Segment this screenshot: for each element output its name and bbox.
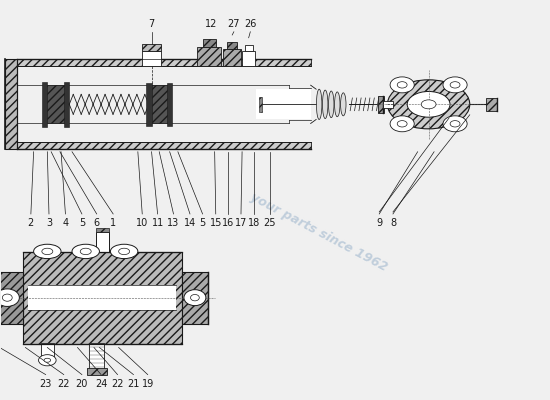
Text: 23: 23 [40,378,52,388]
Text: 14: 14 [184,218,196,228]
Text: 15: 15 [210,218,222,228]
Bar [96,228,109,232]
Bar [142,51,162,66]
Ellipse shape [390,116,414,132]
Text: 7: 7 [148,18,155,28]
Bar [87,368,107,375]
Ellipse shape [340,93,346,116]
Text: 17: 17 [235,218,247,228]
Text: 27: 27 [228,18,240,28]
Bar [42,82,47,127]
Bar [242,50,255,66]
Ellipse shape [44,358,51,362]
Text: 5: 5 [200,218,206,228]
Text: 13: 13 [167,218,180,228]
Ellipse shape [119,248,130,255]
Text: 22: 22 [111,378,124,388]
Text: 12: 12 [205,18,217,28]
Ellipse shape [387,80,470,129]
Ellipse shape [2,294,12,301]
Text: 1: 1 [110,218,116,228]
Ellipse shape [111,244,138,258]
Bar [41,344,54,360]
Text: 2: 2 [28,218,34,228]
Ellipse shape [42,248,53,255]
Bar [45,85,67,124]
Ellipse shape [397,82,407,88]
Ellipse shape [328,91,334,118]
Bar [182,272,208,324]
Bar [202,39,216,46]
Ellipse shape [390,77,414,93]
Ellipse shape [72,244,100,258]
Bar [142,44,162,51]
Text: 24: 24 [95,378,107,388]
Bar [378,96,384,113]
Ellipse shape [443,116,467,132]
Ellipse shape [316,89,322,120]
Bar [227,42,237,48]
Text: 25: 25 [263,218,276,228]
Text: 26: 26 [244,18,256,28]
Text: 9: 9 [376,218,382,228]
Text: your parts since 1962: your parts since 1962 [248,190,389,274]
Text: 3: 3 [46,218,52,228]
Text: 18: 18 [248,218,260,228]
Bar [486,98,497,111]
Bar [64,82,69,127]
Ellipse shape [450,121,460,127]
Bar [17,142,311,149]
Text: 10: 10 [136,218,148,228]
Text: 22: 22 [58,378,70,388]
Text: 16: 16 [222,218,234,228]
Ellipse shape [322,90,328,118]
Bar [89,344,104,370]
Bar [5,59,17,149]
Ellipse shape [34,244,61,258]
Ellipse shape [190,294,199,301]
Ellipse shape [184,290,206,306]
Bar [256,89,311,120]
Ellipse shape [443,77,467,93]
Text: 11: 11 [151,218,164,228]
Ellipse shape [450,82,460,88]
Ellipse shape [0,289,19,306]
Ellipse shape [397,121,407,127]
Bar [245,45,252,50]
Bar [223,48,241,66]
Bar [149,85,169,124]
Text: 21: 21 [127,378,140,388]
Bar [167,83,172,126]
Bar [197,46,221,66]
Text: 8: 8 [390,218,396,228]
Bar [23,252,182,344]
Ellipse shape [334,92,340,117]
Ellipse shape [39,355,56,366]
Text: 4: 4 [62,218,69,228]
Bar [258,97,262,112]
Ellipse shape [80,248,91,255]
Bar [17,59,311,66]
Ellipse shape [407,92,450,117]
Text: 6: 6 [94,218,100,228]
Bar [28,285,176,310]
Bar [146,83,152,126]
Bar [383,101,393,108]
Text: 20: 20 [76,378,88,388]
Ellipse shape [421,100,436,109]
Bar [96,232,109,252]
Text: 19: 19 [141,378,154,388]
Bar [0,272,23,324]
Text: 5: 5 [79,218,85,228]
